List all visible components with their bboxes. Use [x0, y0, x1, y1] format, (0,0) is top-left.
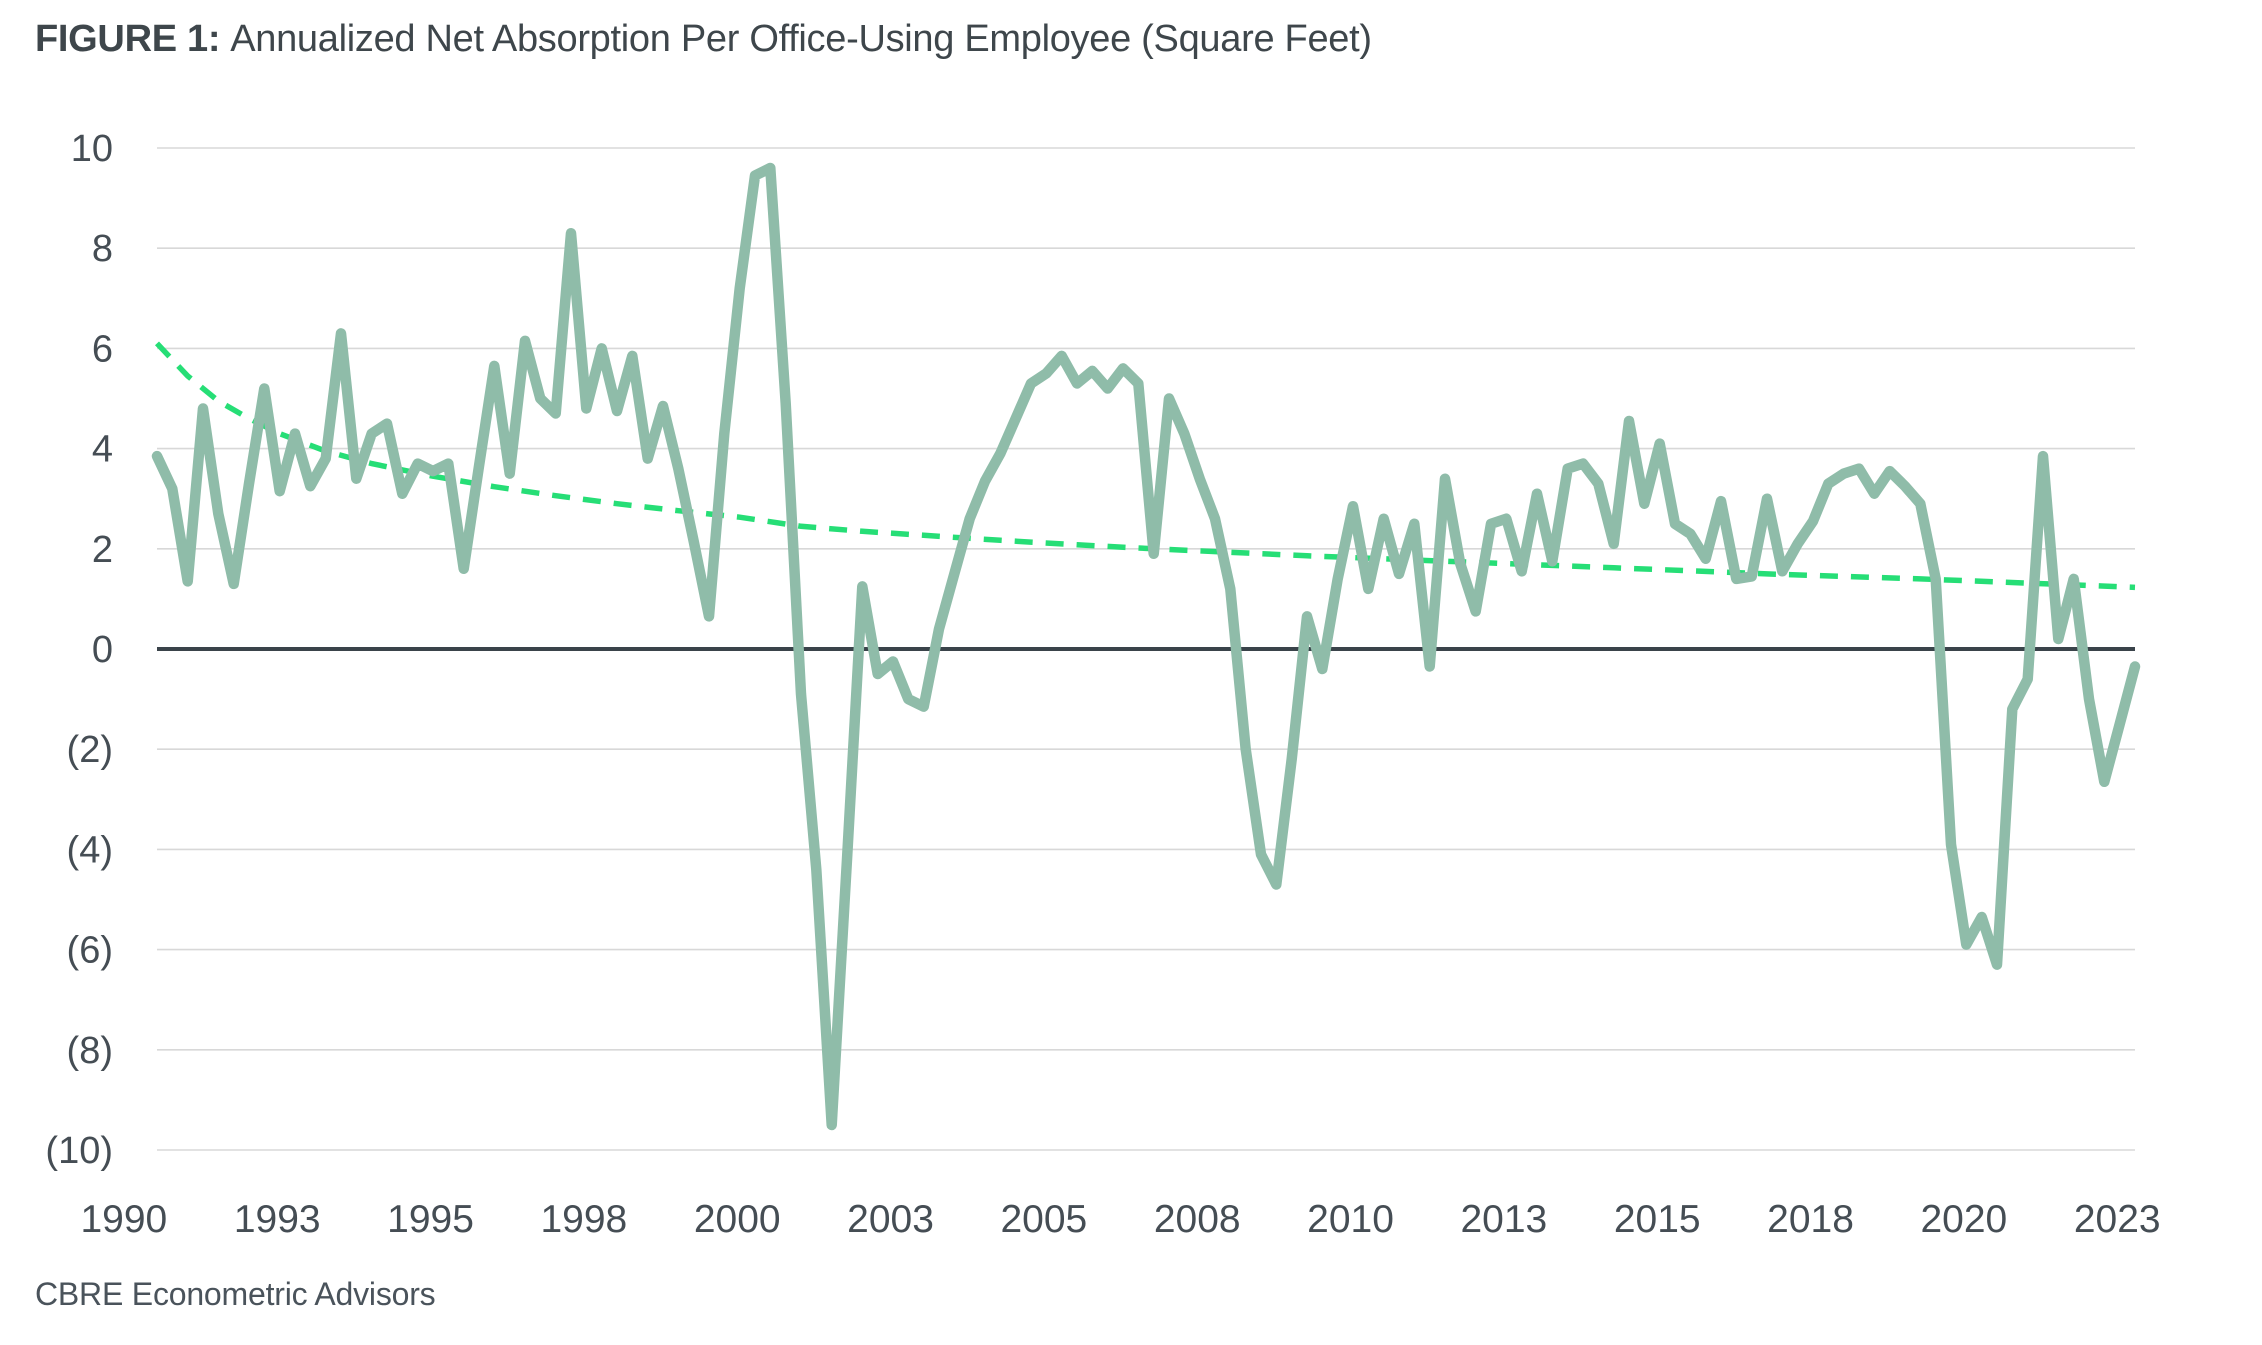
x-axis-label: 1990 — [80, 1198, 167, 1241]
x-axis-label: 2010 — [1307, 1198, 1394, 1241]
x-axis-label: 1998 — [540, 1198, 627, 1241]
y-axis-label: (6) — [67, 930, 113, 972]
x-axis-label: 2008 — [1154, 1198, 1241, 1241]
x-axis-label: 2018 — [1767, 1198, 1854, 1241]
y-axis-label: (10) — [45, 1130, 113, 1172]
y-axis-label: 2 — [92, 529, 113, 571]
y-axis-label: 8 — [92, 228, 113, 270]
x-axis-label: 2000 — [694, 1198, 781, 1241]
x-axis-label: 1995 — [387, 1198, 474, 1241]
y-axis-label: 6 — [92, 328, 113, 370]
source-attribution: CBRE Econometric Advisors — [35, 1276, 436, 1312]
figure-title: FIGURE 1: Annualized Net Absorption Per O… — [35, 18, 1372, 61]
x-axis-label: 2005 — [1000, 1198, 1087, 1241]
x-axis-label: 2015 — [1614, 1198, 1701, 1241]
x-axis-label: 1993 — [234, 1198, 321, 1241]
figure-title-label: FIGURE 1: — [35, 18, 221, 60]
figure-title-text: Annualized Net Absorption Per Office-Usi… — [230, 18, 1372, 60]
absorption-line — [151, 162, 2141, 1131]
y-axis-label: (4) — [67, 829, 113, 871]
y-axis-label: 4 — [92, 429, 113, 471]
x-axis-label: 2013 — [1460, 1198, 1547, 1241]
y-axis-label: 10 — [71, 128, 113, 170]
x-axis-label: 2020 — [1920, 1198, 2007, 1241]
x-axis-label: 2003 — [847, 1198, 934, 1241]
y-axis-label: 0 — [92, 629, 113, 671]
y-axis-label: (2) — [67, 729, 113, 771]
x-axis-label: 2023 — [2074, 1198, 2161, 1241]
y-axis-label: (8) — [67, 1030, 113, 1072]
